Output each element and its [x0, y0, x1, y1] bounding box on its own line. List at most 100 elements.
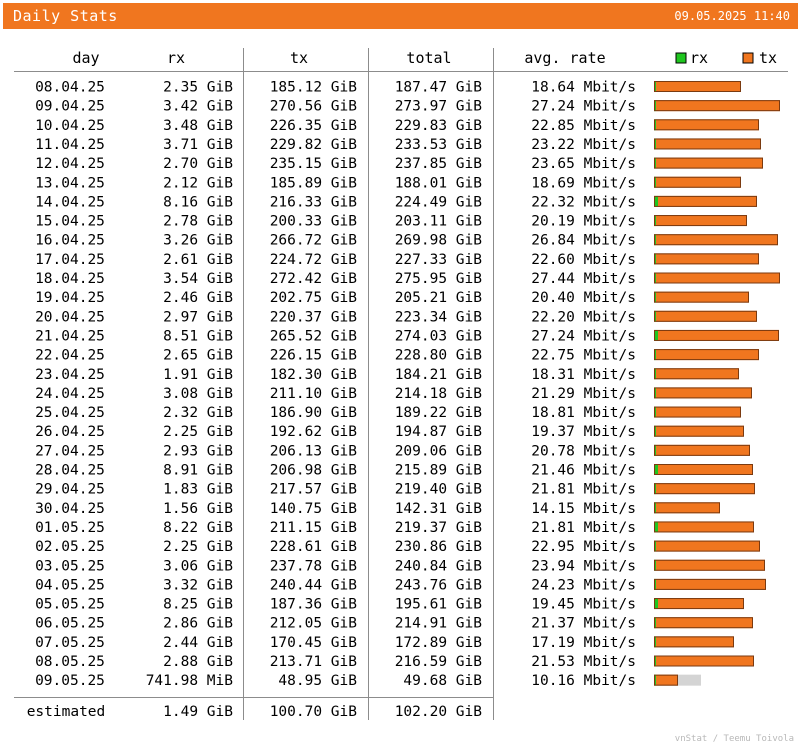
row-day: 10.04.25	[35, 118, 105, 134]
bar-outline	[654, 617, 753, 629]
row-avg-rate: 22.75 Mbit/s	[531, 348, 636, 364]
bar-outline	[654, 368, 739, 380]
header-total: total	[406, 49, 451, 67]
row-rx: 2.46 GiB	[163, 290, 233, 306]
row-rx: 3.48 GiB	[163, 118, 233, 134]
bar-outline	[654, 195, 757, 207]
row-tx: 202.75 GiB	[270, 290, 358, 306]
row-rx: 2.12 GiB	[163, 175, 233, 191]
row-rx: 2.88 GiB	[163, 654, 233, 670]
bar-outline	[654, 157, 763, 169]
row-rx: 1.56 GiB	[163, 501, 233, 517]
row-day: 19.04.25	[35, 290, 105, 306]
bar-tx	[656, 674, 678, 686]
row-total: 184.21 GiB	[395, 367, 483, 383]
row-avg-rate: 22.95 Mbit/s	[531, 539, 636, 555]
row-rx: 2.61 GiB	[163, 252, 233, 268]
row-avg-rate: 18.81 Mbit/s	[531, 405, 636, 421]
row-tx: 187.36 GiB	[270, 597, 358, 613]
row-total: 195.61 GiB	[395, 597, 483, 613]
row-rx: 2.70 GiB	[163, 156, 233, 172]
bar-tx	[656, 234, 778, 246]
bar-tx	[656, 253, 759, 265]
row-avg-rate: 14.15 Mbit/s	[531, 501, 636, 517]
row-day: 01.05.25	[35, 520, 105, 536]
row-avg-rate: 18.69 Mbit/s	[531, 175, 636, 191]
row-total: 209.06 GiB	[395, 443, 483, 459]
row-tx: 211.10 GiB	[270, 386, 358, 402]
row-total: 205.21 GiB	[395, 290, 483, 306]
row-avg-rate: 26.84 Mbit/s	[531, 233, 636, 249]
row-avg-rate: 19.37 Mbit/s	[531, 424, 636, 440]
row-tx: 211.15 GiB	[270, 520, 358, 536]
row-day: 23.04.25	[35, 367, 105, 383]
bar-tx	[656, 100, 780, 112]
row-rx: 2.78 GiB	[163, 214, 233, 230]
row-total: 49.68 GiB	[403, 673, 482, 689]
row-tx: 213.71 GiB	[270, 654, 358, 670]
bar-rx	[654, 521, 658, 533]
row-day: 17.04.25	[35, 252, 105, 268]
bar-tx	[656, 310, 757, 322]
bar-tx	[656, 387, 752, 399]
row-total: 233.53 GiB	[395, 137, 483, 153]
bar-rx	[654, 195, 658, 207]
row-tx: 235.15 GiB	[270, 156, 358, 172]
row-avg-rate: 20.78 Mbit/s	[531, 443, 636, 459]
bar-outline	[654, 329, 779, 341]
row-avg-rate: 23.65 Mbit/s	[531, 156, 636, 172]
row-rx: 1.83 GiB	[163, 482, 233, 498]
row-day: 08.04.25	[35, 80, 105, 96]
bar-tx	[656, 483, 755, 495]
bar-tx	[656, 655, 754, 667]
row-tx: 48.95 GiB	[278, 673, 357, 689]
bar-outline	[654, 272, 780, 284]
bar-tx	[656, 81, 741, 92]
row-day: 09.05.25	[35, 673, 105, 689]
bar-tx	[656, 157, 763, 169]
estimated-rx: 1.49 GiB	[163, 704, 233, 720]
bar-tx	[656, 617, 753, 629]
row-total: 216.59 GiB	[395, 654, 483, 670]
row-total: 240.84 GiB	[395, 558, 483, 574]
bar-tx	[656, 444, 750, 456]
bar-tx	[656, 540, 760, 552]
estimated-tx: 100.70 GiB	[270, 704, 358, 720]
bar-outline	[654, 521, 754, 533]
bar-outline	[654, 444, 750, 456]
row-tx: 217.57 GiB	[270, 482, 358, 498]
row-avg-rate: 22.32 Mbit/s	[531, 194, 636, 210]
row-total: 227.33 GiB	[395, 252, 483, 268]
row-avg-rate: 21.81 Mbit/s	[531, 520, 636, 536]
bar-tx	[656, 502, 720, 514]
row-rx: 8.25 GiB	[163, 597, 233, 613]
bar-outline	[654, 253, 759, 265]
row-total: 223.34 GiB	[395, 309, 483, 325]
row-rx: 2.86 GiB	[163, 616, 233, 632]
row-avg-rate: 27.44 Mbit/s	[531, 271, 636, 287]
row-tx: 270.56 GiB	[270, 99, 358, 115]
bar-outline	[654, 598, 744, 610]
bar-tx	[656, 636, 734, 648]
row-total: 188.01 GiB	[395, 175, 483, 191]
row-rx: 8.51 GiB	[163, 328, 233, 344]
bar-tx	[656, 425, 744, 437]
bar-outline	[654, 349, 759, 361]
row-total: 219.37 GiB	[395, 520, 483, 536]
row-rx: 3.06 GiB	[163, 558, 233, 574]
row-day: 21.04.25	[35, 328, 105, 344]
row-avg-rate: 24.23 Mbit/s	[531, 577, 636, 593]
row-tx: 185.89 GiB	[270, 175, 358, 191]
bar-tx	[658, 329, 779, 341]
row-rx: 2.25 GiB	[163, 539, 233, 555]
row-total: 230.86 GiB	[395, 539, 483, 555]
row-rx: 8.22 GiB	[163, 520, 233, 536]
row-day: 16.04.25	[35, 233, 105, 249]
row-tx: 229.82 GiB	[270, 137, 358, 153]
row-total: 172.89 GiB	[395, 635, 483, 651]
row-day: 15.04.25	[35, 214, 105, 230]
row-avg-rate: 27.24 Mbit/s	[531, 99, 636, 115]
row-day: 07.05.25	[35, 635, 105, 651]
bar-tx	[656, 176, 741, 188]
bar-outline	[654, 176, 741, 188]
